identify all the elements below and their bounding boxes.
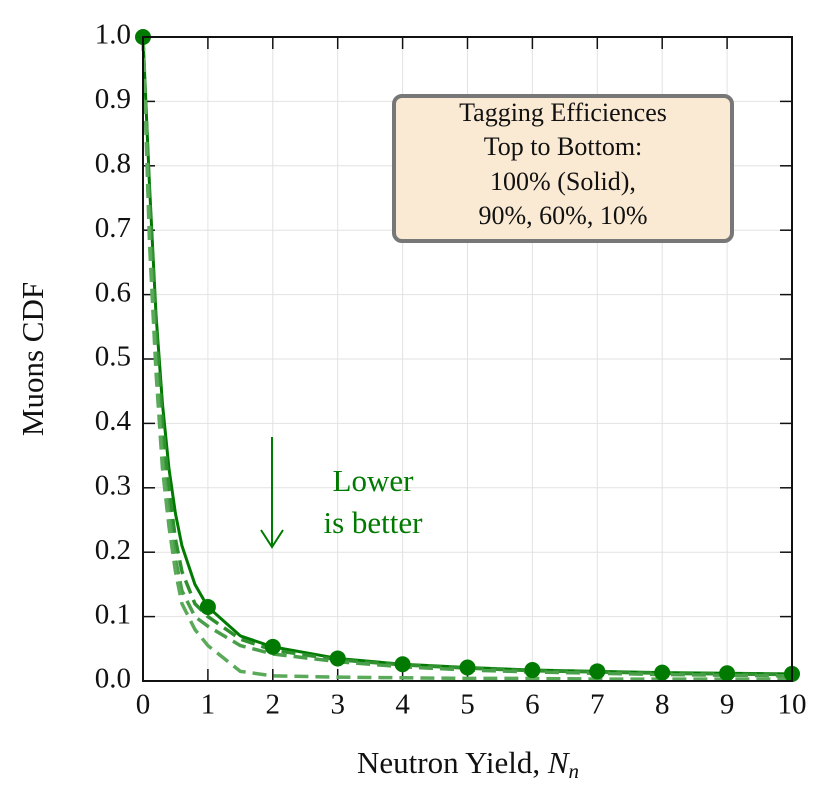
y-tick-label: 0.7 [95, 212, 131, 244]
arrow-head [260, 529, 284, 549]
legend-line: 90%, 60%, 10% [479, 201, 648, 230]
y-tick-label: 0.0 [95, 663, 131, 695]
y-axis-label: Muons CDF [15, 282, 50, 436]
y-tick-label: 0.5 [95, 341, 131, 373]
x-tick-label: 8 [655, 689, 670, 721]
legend-frame [392, 94, 734, 243]
lines [135, 29, 800, 682]
y-tick-label: 0.2 [95, 534, 131, 566]
x-tick-label: 3 [330, 689, 345, 721]
y-tick-label: 0.3 [95, 469, 131, 501]
y-tick-label: 0.1 [95, 598, 131, 630]
x-tick-label: 5 [460, 689, 475, 721]
y-tick-label: 1.0 [95, 19, 131, 51]
marker [589, 663, 606, 680]
marker [199, 598, 216, 615]
y-tick-label: 0.4 [95, 405, 132, 437]
legend-line: 100% (Solid), [490, 167, 636, 196]
x-label-text: Neutron Yield, [357, 745, 540, 780]
x-tick-label: 7 [590, 689, 605, 721]
x-label-subscript: n [569, 759, 580, 783]
marker [524, 662, 541, 679]
x-tick-label: 4 [395, 689, 410, 721]
marker [459, 659, 476, 676]
marker [654, 664, 671, 681]
x-tick-label: 0 [136, 689, 151, 721]
x-label-symbol: N [547, 745, 571, 780]
marker [719, 665, 736, 682]
y-tick-label: 0.8 [95, 147, 131, 179]
x-tick-label: 9 [720, 689, 735, 721]
y-tick-label: 0.9 [95, 83, 131, 115]
marker [394, 656, 411, 673]
legend-line: Tagging Efficiences [459, 98, 667, 127]
x-tick-label: 6 [525, 689, 540, 721]
annotation-text: is better [324, 505, 424, 540]
x-tick-label: 1 [201, 689, 216, 721]
x-axis-label: Neutron Yield, Nn [357, 745, 579, 783]
x-tick-label: 10 [778, 689, 807, 721]
annotation: Lower is better [260, 437, 424, 549]
plot-frame [142, 36, 793, 682]
marker [264, 638, 281, 655]
marker [329, 650, 346, 667]
y-tick-label: 0.6 [95, 276, 131, 308]
legend-box: Tagging Efficiences Top to Bottom: 100% … [392, 94, 734, 243]
legend-line: Top to Bottom: [484, 132, 643, 161]
x-tick-label: 2 [266, 689, 281, 721]
annotation-text: Lower [333, 463, 415, 498]
